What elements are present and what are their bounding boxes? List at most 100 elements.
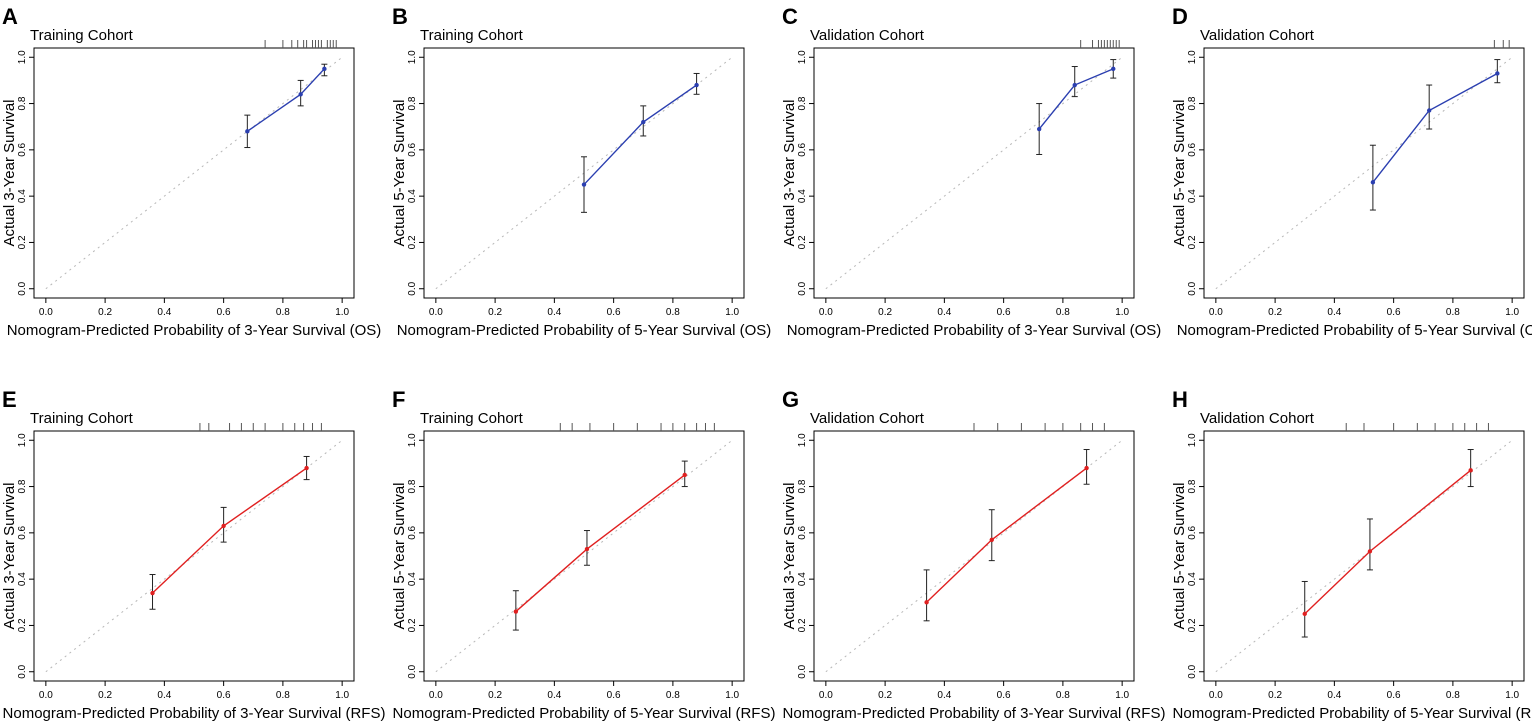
ideal-reference-line [45, 56, 343, 290]
x-tick-label: 0.4 [547, 307, 561, 318]
calibration-point [694, 82, 699, 88]
y-tick-label: 0.4 [17, 572, 28, 586]
x-tick-label: 0.6 [1387, 690, 1401, 701]
axis-frame [1203, 47, 1525, 299]
calibration-point [581, 182, 587, 187]
calibration-point [298, 92, 303, 97]
x-axis-label: Nomogram-Predicted Probability of 5-Year… [1177, 322, 1532, 339]
x-axis-label: Nomogram-Predicted Probability of 3-Year… [787, 322, 1162, 339]
x-axis-label: Nomogram-Predicted Probability of 3-Year… [3, 705, 386, 721]
y-tick-label: 0.6 [1187, 142, 1198, 156]
x-tick-label: 0.4 [937, 307, 951, 318]
x-tick-label: 0.2 [878, 307, 892, 318]
y-tick-label: 0.8 [407, 479, 418, 493]
y-tick-label: 0.2 [407, 618, 418, 632]
x-axis-label: Nomogram-Predicted Probability of 3-Year… [783, 705, 1166, 721]
x-tick-label: 0.0 [1209, 307, 1223, 318]
y-tick-label: 0.4 [1187, 189, 1198, 203]
x-axis-label: Nomogram-Predicted Probability of 5-Year… [393, 705, 776, 721]
calibration-panel-d: D Validation Cohort 0.0 0.2 0.4 0.6 0.8 1.0 0.0 0… [1171, 4, 1532, 339]
x-tick-label: 0.0 [429, 690, 443, 701]
calibration-panel-f: F Training Cohort 0.0 0.2 0.4 0.6 0.8 1.0 0.0 0.2… [391, 387, 775, 721]
y-tick-label: 0.4 [407, 189, 418, 203]
x-tick-label: 1.0 [1505, 307, 1519, 318]
y-tick-label: 0.0 [17, 664, 28, 678]
calibration-point [1468, 468, 1473, 473]
y-tick-label: 0.8 [17, 479, 28, 493]
x-tick-label: 1.0 [725, 307, 739, 318]
x-tick-label: 0.0 [39, 690, 53, 701]
x-tick-label: 0.0 [819, 690, 833, 701]
calibration-line [515, 474, 686, 613]
panel-letter: F [392, 387, 405, 412]
y-tick-label: 0.4 [407, 572, 418, 586]
y-tick-label: 0.0 [407, 664, 418, 678]
y-tick-label: 0.6 [407, 142, 418, 156]
calibration-point [682, 472, 687, 478]
y-axis-label: Actual 5-Year Survival [391, 482, 408, 629]
x-tick-label: 0.6 [997, 307, 1011, 318]
y-axis-label: Actual 5-Year Survival [391, 99, 408, 246]
y-tick-label: 0.0 [407, 281, 418, 295]
calibration-point [584, 546, 590, 552]
x-tick-label: 0.8 [1056, 307, 1070, 318]
y-axis-label: Actual 3-Year Survival [1, 99, 18, 246]
panel-letter: E [2, 387, 17, 412]
ideal-reference-line [1215, 439, 1513, 673]
y-tick-label: 0.4 [17, 189, 28, 203]
calibration-panel-b: B Training Cohort 0.0 0.2 0.4 0.6 0.8 1.0 0.0 0.2… [391, 4, 771, 339]
y-tick-label: 0.0 [17, 281, 28, 295]
y-tick-label: 0.2 [17, 235, 28, 249]
y-tick-label: 0.2 [797, 235, 808, 249]
x-tick-label: 0.2 [98, 307, 112, 318]
y-tick-label: 0.6 [17, 525, 28, 539]
calibration-point [150, 590, 155, 596]
y-tick-label: 0.6 [797, 525, 808, 539]
y-tick-label: 1.0 [407, 433, 418, 447]
panel-letter: C [782, 4, 798, 29]
y-tick-label: 1.0 [17, 433, 28, 447]
calibration-line [1038, 68, 1114, 130]
x-tick-label: 0.0 [429, 307, 443, 318]
y-tick-label: 0.8 [17, 96, 28, 110]
x-tick-label: 1.0 [1115, 307, 1129, 318]
x-tick-label: 0.2 [1268, 307, 1282, 318]
panel-title: Training Cohort [30, 27, 134, 44]
x-tick-label: 0.6 [607, 307, 621, 318]
panel-title: Validation Cohort [1200, 410, 1315, 427]
y-tick-label: 0.4 [797, 572, 808, 586]
calibration-line [583, 84, 697, 186]
y-tick-label: 0.2 [1187, 618, 1198, 632]
calibration-point [304, 465, 309, 471]
y-tick-label: 0.2 [1187, 235, 1198, 249]
y-tick-label: 1.0 [797, 433, 808, 447]
calibration-point [221, 523, 226, 529]
x-tick-label: 0.2 [1268, 690, 1282, 701]
x-tick-label: 1.0 [335, 307, 349, 318]
x-axis-label: Nomogram-Predicted Probability of 3-Year… [7, 322, 382, 339]
calibration-point [1036, 126, 1042, 132]
calibration-point [245, 129, 250, 134]
x-tick-label: 0.8 [276, 690, 290, 701]
y-tick-label: 1.0 [797, 50, 808, 64]
calibration-line [152, 467, 307, 594]
y-tick-label: 0.0 [1187, 664, 1198, 678]
panel-letter: H [1172, 387, 1188, 412]
y-tick-label: 0.8 [797, 96, 808, 110]
panel-title: Training Cohort [420, 27, 524, 44]
panel-title: Training Cohort [420, 410, 524, 427]
x-tick-label: 0.8 [1056, 690, 1070, 701]
x-tick-label: 0.4 [1327, 307, 1341, 318]
calibration-point [1370, 180, 1376, 185]
panel-title: Training Cohort [30, 410, 134, 427]
x-tick-label: 0.4 [157, 690, 171, 701]
x-tick-label: 0.6 [217, 690, 231, 701]
x-tick-label: 0.0 [1209, 690, 1223, 701]
panel-letter: B [392, 4, 408, 29]
x-tick-label: 0.8 [666, 307, 680, 318]
x-tick-label: 0.8 [666, 690, 680, 701]
panel-title: Validation Cohort [810, 410, 925, 427]
y-tick-label: 1.0 [1187, 50, 1198, 64]
calibration-line [1304, 469, 1472, 615]
x-tick-label: 1.0 [1115, 690, 1129, 701]
